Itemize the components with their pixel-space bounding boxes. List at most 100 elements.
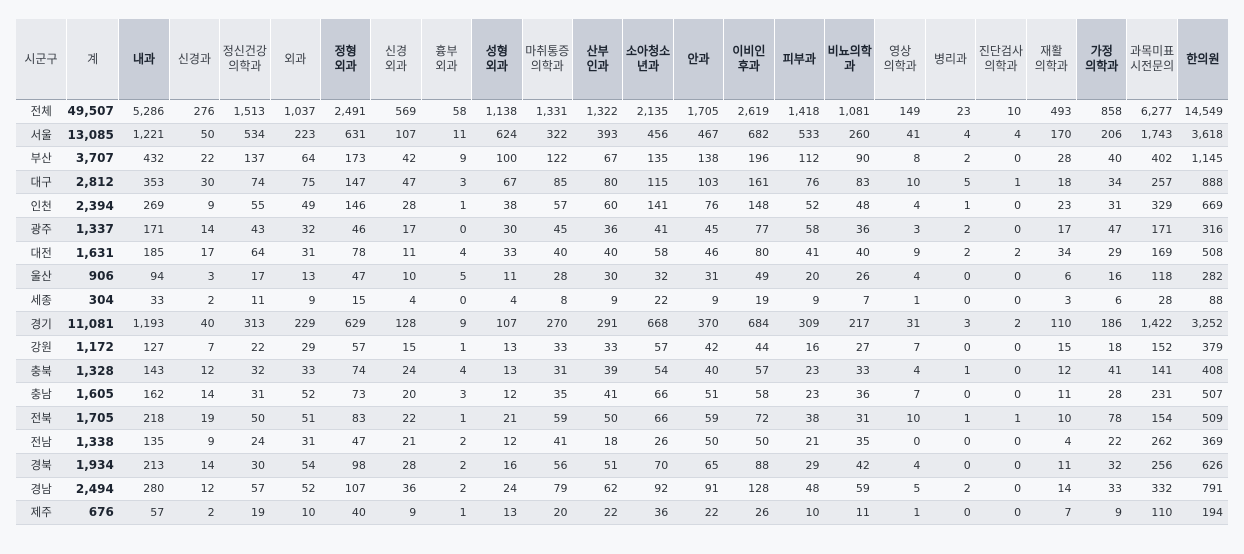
table-cell: 10 — [874, 406, 926, 431]
table-row: 대전 1,631 185 17 64 31 78 11 4 33 40 40 58 46 80 41 40 9 2 2… — [16, 241, 1228, 266]
table-cell: 38 — [471, 193, 523, 218]
table-cell: 110 — [1126, 500, 1178, 525]
table-cell: 669 — [1177, 193, 1228, 218]
table-cell: 11 — [421, 123, 472, 148]
table-cell: 0 — [975, 146, 1027, 171]
table-cell: 1 — [874, 500, 926, 525]
table-cell: 313 — [219, 311, 271, 336]
table-cell: 10 — [1026, 406, 1077, 431]
table-cell: 173 — [320, 146, 371, 171]
region-cell: 전남 — [16, 429, 67, 454]
table-cell: 5 — [925, 170, 976, 195]
table-cell: 28 — [1076, 382, 1127, 407]
table-row: 경북 1,934 213 14 30 54 98 28 2 16 56 51 70 65 88 29 42 4 0 0… — [16, 453, 1228, 478]
table-cell: 0 — [925, 382, 976, 407]
total-cell: 3,707 — [66, 146, 119, 171]
table-body: 전체 49,507 5,286 276 1,513 1,037 2,491 569 58 1,13… — [16, 99, 1228, 525]
table-row: 강원 1,172 127 7 22 29 57 15 1 13 33 33 57 42 44 16 27 7 0 0 1… — [16, 335, 1228, 360]
column-header: 피부과 — [773, 19, 825, 100]
table-cell: 100 — [471, 146, 523, 171]
table-cell: 5 — [421, 264, 472, 289]
column-header: 영상 의학과 — [874, 19, 926, 100]
table-cell: 75 — [270, 170, 321, 195]
table-cell: 30 — [471, 217, 523, 242]
table-cell: 28 — [1126, 288, 1178, 313]
table-cell: 218 — [118, 406, 170, 431]
table-cell: 194 — [1177, 500, 1228, 525]
table-cell: 1 — [925, 406, 976, 431]
table-cell: 1,221 — [118, 123, 170, 148]
column-header: 진단검사 의학과 — [975, 19, 1027, 100]
table-cell: 456 — [622, 123, 674, 148]
table-cell: 42 — [824, 453, 875, 478]
table-cell: 0 — [975, 500, 1027, 525]
column-header: 병리과 — [924, 19, 976, 100]
table-cell: 629 — [320, 311, 371, 336]
table-cell: 74 — [320, 359, 371, 384]
table-cell: 46 — [320, 217, 371, 242]
table-cell: 2 — [975, 311, 1027, 336]
table-cell: 98 — [320, 453, 371, 478]
table-cell: 2,491 — [320, 99, 371, 124]
table-cell: 128 — [723, 477, 775, 502]
table-cell: 33 — [522, 335, 573, 360]
table-cell: 31 — [874, 311, 926, 336]
table-cell: 41 — [522, 429, 573, 454]
column-header: 성형 외과 — [471, 19, 523, 100]
region-cell: 부산 — [16, 146, 67, 171]
table-cell: 107 — [471, 311, 523, 336]
region-cell: 전체 — [16, 99, 67, 124]
table-cell: 0 — [421, 288, 472, 313]
total-cell: 1,172 — [66, 335, 119, 360]
table-cell: 70 — [622, 453, 674, 478]
table-cell: 684 — [723, 311, 775, 336]
table-cell: 48 — [824, 193, 875, 218]
total-cell: 1,605 — [66, 382, 119, 407]
table-cell: 0 — [925, 335, 976, 360]
table-cell: 13 — [471, 335, 523, 360]
table-cell: 22 — [169, 146, 220, 171]
table-cell: 26 — [622, 429, 674, 454]
table-cell: 213 — [118, 453, 170, 478]
table-cell: 36 — [622, 500, 674, 525]
table-cell: 43 — [219, 217, 271, 242]
total-cell: 906 — [66, 264, 119, 289]
table-row: 경기 11,081 1,193 40 313 229 629 128 9 107 270 291 668… — [16, 311, 1228, 336]
table-cell: 217 — [824, 311, 875, 336]
table-cell: 4 — [421, 359, 472, 384]
table-cell: 57 — [723, 359, 775, 384]
table-cell: 40 — [824, 241, 875, 266]
table-row: 서울 13,085 1,221 50 534 223 631 107 11 624 322 393 45… — [16, 123, 1228, 148]
table-cell: 0 — [421, 217, 472, 242]
table-cell: 0 — [975, 264, 1027, 289]
table-cell: 257 — [1126, 170, 1178, 195]
column-header: 흉부 외과 — [420, 19, 472, 100]
table-cell: 137 — [219, 146, 271, 171]
table-cell: 9 — [370, 500, 422, 525]
table-cell: 15 — [320, 288, 371, 313]
table-cell: 171 — [118, 217, 170, 242]
table-cell: 154 — [1126, 406, 1178, 431]
table-cell: 1 — [421, 406, 472, 431]
total-cell: 49,507 — [66, 99, 119, 124]
table-cell: 110 — [1026, 311, 1077, 336]
table-cell: 20 — [370, 382, 422, 407]
table-cell: 10 — [370, 264, 422, 289]
table-cell: 309 — [774, 311, 825, 336]
table-cell: 30 — [169, 170, 220, 195]
table-row: 충남 1,605 162 14 31 52 73 20 3 12 35 41 66 51 58 23 36 7 0 0… — [16, 382, 1228, 407]
table-cell: 47 — [320, 264, 371, 289]
table-cell: 4 — [1026, 429, 1077, 454]
table-cell: 4 — [370, 288, 422, 313]
table-cell: 107 — [370, 123, 422, 148]
table-cell: 149 — [874, 99, 926, 124]
table-cell: 59 — [824, 477, 875, 502]
table-cell: 48 — [774, 477, 825, 502]
region-cell: 울산 — [16, 264, 67, 289]
column-header: 마취통증 의학과 — [521, 19, 573, 100]
table-cell: 0 — [975, 288, 1027, 313]
table-cell: 39 — [572, 359, 623, 384]
table-cell: 291 — [572, 311, 623, 336]
table-cell: 44 — [723, 335, 775, 360]
table-cell: 0 — [975, 335, 1027, 360]
